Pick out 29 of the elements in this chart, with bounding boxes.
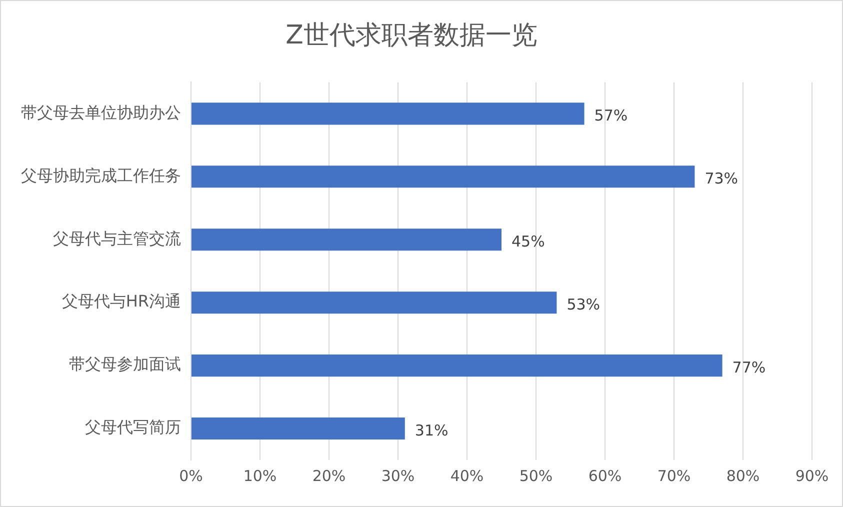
bar	[192, 166, 695, 188]
data-label: 53%	[566, 295, 600, 314]
bar	[192, 354, 722, 377]
bar	[192, 292, 557, 314]
bar	[192, 102, 584, 125]
data-label: 45%	[512, 232, 545, 251]
y-tick-label: 父母代写简历	[85, 418, 181, 437]
y-tick-label: 父母协助完成工作任务	[21, 166, 181, 185]
data-label: 31%	[414, 421, 448, 440]
chart-title: Z世代求职者数据一览	[286, 20, 538, 50]
bar	[192, 418, 405, 440]
x-tick-label: 70%	[657, 466, 691, 485]
x-tick-label: 0%	[179, 466, 203, 485]
data-label: 77%	[732, 358, 766, 376]
x-tick-label: 50%	[519, 466, 553, 485]
bar	[192, 228, 502, 251]
y-tick-label: 父母代与HR沟通	[62, 292, 181, 311]
y-tick-label: 父母代与主管交流	[53, 228, 181, 248]
data-label: 73%	[704, 170, 738, 188]
x-tick-label: 40%	[450, 466, 484, 485]
x-tick-label: 60%	[588, 466, 622, 485]
x-tick-label: 90%	[795, 466, 829, 485]
y-tick-label: 带父母参加面试	[69, 354, 181, 374]
x-tick-label: 80%	[726, 466, 760, 485]
x-tick-label: 30%	[381, 466, 415, 485]
data-label: 57%	[594, 106, 628, 125]
x-tick-label: 10%	[243, 466, 277, 485]
y-tick-label: 带父母去单位协助办公	[21, 102, 181, 122]
x-tick-label: 20%	[312, 466, 346, 485]
